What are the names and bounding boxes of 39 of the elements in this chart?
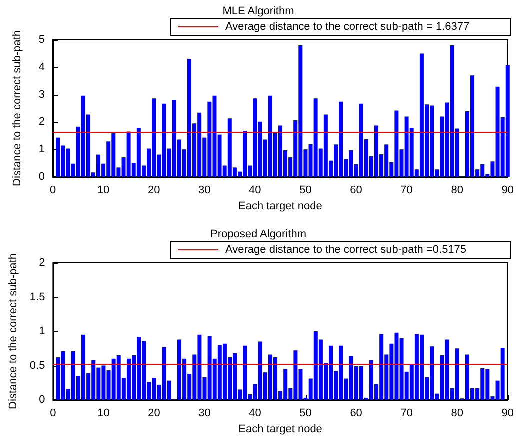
x-tick-label: 50 (300, 408, 312, 420)
x-axis-title: Each target node (238, 200, 322, 212)
x-tick-label: 10 (97, 184, 110, 196)
chart-title: MLE Algorithm (222, 6, 294, 18)
y-tick-label: 0 (38, 171, 45, 183)
chart-title: Proposed Algorithm (210, 228, 306, 240)
x-tick-label: 0 (50, 184, 56, 196)
y-axis-title: Distance to the correct sub-path (8, 254, 20, 410)
y-axis-title: Distance to the correct sub-path (12, 30, 24, 186)
y-tick-label: 2 (38, 116, 45, 128)
y-tick-label: 3 (38, 88, 45, 101)
x-tick-label: 0 (50, 408, 56, 420)
x-tick-label: 40 (249, 184, 262, 196)
x-tick-label: 50 (300, 184, 312, 196)
y-tick-label: 4 (38, 61, 45, 74)
y-tick-label: 1 (38, 144, 45, 156)
x-tick-label: 30 (198, 184, 211, 196)
legend-label: Average distance to the correct sub-path =0.5175 (226, 244, 467, 256)
x-tick-label: 20 (148, 408, 160, 420)
y-tick-label: 0 (39, 394, 46, 406)
y-tick-label: 1 (39, 326, 46, 338)
x-axis-title: Each target node (238, 423, 322, 436)
x-tick-label: 70 (400, 184, 413, 196)
x-tick-label: 30 (198, 408, 211, 420)
y-tick-label: 0.5 (30, 360, 46, 372)
x-tick-label: 60 (350, 184, 362, 196)
x-tick-label: 60 (350, 408, 362, 420)
x-tick-label: 70 (400, 408, 413, 420)
x-tick-label: 90 (502, 184, 514, 196)
y-tick-label: 1.5 (30, 291, 46, 304)
y-tick-label: 5 (38, 34, 45, 46)
x-tick-label: 90 (502, 408, 514, 420)
x-tick-label: 80 (451, 184, 464, 196)
y-tick-label: 2 (39, 257, 46, 269)
x-tick-label: 20 (148, 184, 160, 196)
x-tick-label: 10 (98, 408, 110, 420)
legend-label: Average distance to the correct sub-path = 1.6377 (226, 21, 470, 33)
x-tick-label: 40 (249, 408, 262, 420)
x-tick-label: 80 (451, 408, 464, 420)
